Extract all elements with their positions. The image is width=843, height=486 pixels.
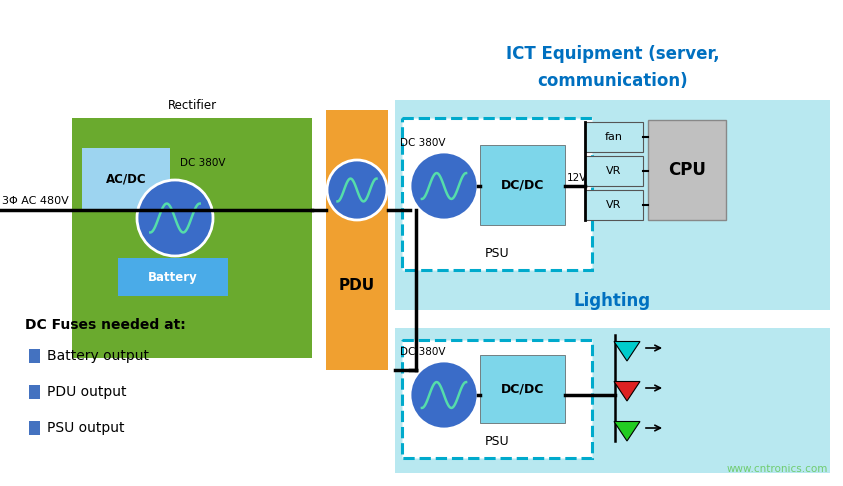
Text: VR: VR: [606, 166, 621, 176]
Text: www.cntronics.com: www.cntronics.com: [727, 464, 828, 474]
Bar: [585, 190, 643, 220]
Bar: [395, 100, 830, 310]
Text: DC/DC: DC/DC: [501, 382, 545, 396]
Bar: [72, 118, 312, 358]
Text: AC/DC: AC/DC: [105, 173, 147, 186]
Bar: [118, 258, 228, 296]
Text: DC 380V: DC 380V: [180, 158, 225, 168]
Text: PDU output: PDU output: [47, 385, 126, 399]
Bar: [82, 148, 170, 210]
Circle shape: [327, 160, 387, 220]
Bar: [585, 122, 643, 152]
Text: fan: fan: [605, 132, 623, 142]
Circle shape: [410, 361, 478, 429]
Circle shape: [137, 180, 213, 256]
Text: CPU: CPU: [668, 161, 706, 179]
Polygon shape: [614, 342, 640, 361]
Text: communication): communication): [537, 72, 688, 90]
Text: PSU output: PSU output: [47, 421, 125, 435]
Text: VR: VR: [606, 200, 621, 210]
Bar: [585, 156, 643, 186]
Bar: [480, 355, 565, 423]
Text: Battery: Battery: [148, 271, 198, 283]
Bar: [648, 120, 726, 220]
Bar: [480, 145, 565, 225]
Polygon shape: [614, 382, 640, 401]
Text: PSU: PSU: [485, 247, 509, 260]
Text: DC/DC: DC/DC: [501, 178, 545, 191]
Bar: [29, 421, 40, 435]
Bar: [326, 110, 388, 370]
Bar: [402, 118, 592, 270]
Text: DC 380V: DC 380V: [400, 347, 445, 357]
Text: 12V: 12V: [567, 173, 588, 183]
Text: Rectifier: Rectifier: [168, 99, 217, 112]
Bar: [395, 328, 830, 473]
Bar: [29, 385, 40, 399]
Text: PDU: PDU: [339, 278, 375, 293]
Bar: [29, 349, 40, 363]
Text: DC Fuses needed at:: DC Fuses needed at:: [25, 318, 185, 332]
Text: 3Φ AC 480V: 3Φ AC 480V: [2, 196, 69, 206]
Bar: [402, 340, 592, 458]
Text: Battery output: Battery output: [47, 349, 149, 363]
Text: ICT Equipment (server,: ICT Equipment (server,: [506, 45, 719, 63]
Text: PSU: PSU: [485, 435, 509, 448]
Polygon shape: [614, 421, 640, 441]
Circle shape: [410, 152, 478, 220]
Text: Lighting: Lighting: [574, 292, 651, 310]
Text: DC 380V: DC 380V: [400, 138, 445, 148]
